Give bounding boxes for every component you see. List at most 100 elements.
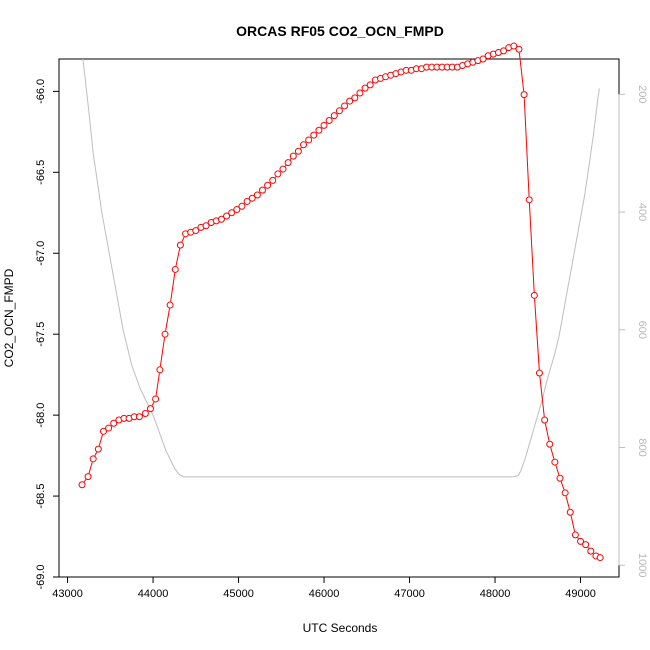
data-point	[89, 455, 97, 463]
x-tick-label: 46000	[309, 588, 340, 600]
series-line-segment	[83, 479, 87, 483]
data-point	[78, 481, 86, 489]
plot-content	[78, 42, 604, 562]
y2-tick-label: 400	[636, 203, 648, 221]
y-tick-label: -68.5	[35, 484, 47, 509]
x-tick-label: 49000	[565, 588, 596, 600]
y2-tick-label: 600	[636, 321, 648, 339]
data-point	[269, 176, 277, 184]
data-point	[556, 474, 564, 482]
data-point	[248, 194, 256, 202]
data-point	[110, 419, 118, 427]
data-point	[305, 136, 313, 144]
series-line	[83, 52, 594, 554]
data-point	[258, 186, 266, 194]
data-point	[582, 541, 590, 549]
data-point	[356, 89, 364, 97]
data-point	[587, 547, 595, 555]
x-tick-label: 45000	[223, 588, 254, 600]
series-line-segment	[550, 447, 555, 459]
data-point	[571, 531, 579, 539]
series-line-segment	[88, 462, 93, 474]
data-point	[330, 112, 338, 120]
series-line-segment	[534, 298, 540, 370]
data-point	[535, 369, 543, 377]
plot-frame	[58, 58, 620, 578]
data-point	[320, 121, 328, 129]
series-line-segment	[539, 376, 545, 417]
y-tick-label: -66.0	[35, 79, 47, 104]
series-line-segment	[518, 52, 525, 92]
y-tick-label: -68.0	[35, 403, 47, 428]
data-point	[264, 181, 272, 189]
series-line-segment	[155, 373, 160, 396]
data-point	[341, 102, 349, 110]
x-tick-label: 43000	[52, 588, 83, 600]
data-point	[94, 445, 102, 453]
series-line-segment	[284, 165, 287, 167]
series-line-segment	[98, 434, 103, 446]
data-point	[105, 424, 113, 432]
chart-title: ORCAS RF05 CO2_OCN_FMPD	[236, 23, 444, 39]
data-point	[176, 241, 184, 249]
data-point	[546, 440, 554, 448]
data-point	[84, 473, 92, 481]
data-point	[141, 410, 149, 418]
data-point	[596, 554, 604, 562]
data-point	[135, 413, 143, 421]
secondary-series-line	[82, 58, 600, 478]
data-point	[520, 91, 528, 99]
data-point	[284, 159, 292, 167]
series-line-segment	[151, 401, 155, 406]
data-point	[223, 212, 231, 220]
data-point	[289, 152, 297, 160]
data-point	[161, 330, 169, 338]
data-point	[192, 227, 200, 235]
data-point	[279, 165, 287, 173]
series-line-segment	[560, 481, 565, 490]
y2-tick-label: 200	[636, 85, 648, 103]
series-line-segment	[565, 496, 570, 509]
series-line-segment	[181, 236, 185, 243]
x-tick-label: 44000	[138, 588, 169, 600]
x-axis-label: UTC Seconds	[303, 621, 378, 635]
data-point	[551, 458, 559, 466]
data-point	[346, 97, 354, 105]
data-point	[166, 301, 174, 309]
series-line-segment	[94, 451, 98, 456]
data-point	[171, 265, 179, 273]
y2-axis: 200 400 600 800 1000	[618, 85, 648, 577]
series-line-segment	[165, 308, 171, 331]
data-point	[274, 170, 282, 178]
data-point	[525, 196, 533, 204]
data-point	[228, 209, 236, 217]
data-point	[300, 141, 308, 149]
data-point	[500, 47, 508, 55]
data-point	[152, 395, 160, 403]
data-point	[366, 81, 374, 89]
y-tick-label: -67.0	[35, 241, 47, 266]
y-tick-label: -66.5	[35, 160, 47, 185]
data-point	[566, 508, 574, 516]
series-line-segment	[555, 465, 560, 476]
series-line-segment	[300, 147, 302, 149]
data-point	[510, 42, 518, 50]
series-line-segment	[544, 423, 550, 441]
x-tick-label: 48000	[480, 588, 511, 600]
y-tick-label: -69.0	[35, 564, 47, 589]
y2-tick-label: 800	[636, 438, 648, 456]
series-line-segment	[587, 547, 590, 549]
data-point	[233, 206, 241, 214]
data-point	[156, 366, 164, 374]
series-line-segment	[577, 537, 579, 539]
data-point	[238, 202, 246, 210]
data-point	[217, 215, 225, 223]
y-axis-label: CO2_OCN_FMPD	[2, 268, 16, 367]
x-tick-label: 47000	[394, 588, 425, 600]
series-line-segment	[170, 272, 176, 302]
data-point	[541, 416, 549, 424]
data-point	[335, 107, 343, 115]
data-point	[146, 405, 154, 413]
